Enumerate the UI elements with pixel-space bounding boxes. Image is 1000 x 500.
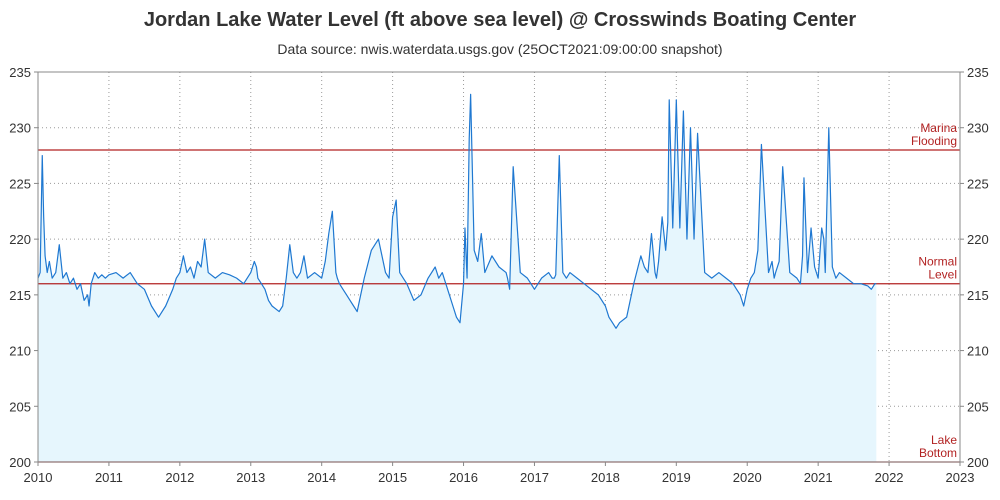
y-tick-label-right: 230: [967, 121, 989, 136]
y-tick-label-right: 235: [967, 65, 989, 80]
x-tick-label: 2014: [307, 470, 336, 485]
x-tick-label: 2019: [662, 470, 691, 485]
reference-label: Normal: [918, 255, 957, 269]
area-fill-layer: [38, 94, 877, 462]
x-tick-label: 2013: [236, 470, 265, 485]
y-tick-label-left: 210: [9, 344, 31, 359]
series-line: [37, 93, 877, 329]
x-tick-label: 2017: [520, 470, 549, 485]
reference-label: Level: [928, 268, 957, 282]
reference-label: Flooding: [911, 134, 957, 148]
y-tick-label-left: 230: [9, 121, 31, 136]
y-tick-label-left: 200: [9, 455, 31, 470]
x-tick-label: 2015: [378, 470, 407, 485]
y-tick-label-right: 215: [967, 288, 989, 303]
plot-frame: [34, 71, 964, 466]
x-tick-label: 2018: [591, 470, 620, 485]
x-tick-label: 2023: [946, 470, 975, 485]
x-tick-label: 2022: [875, 470, 904, 485]
chart-subtitle: Data source: nwis.waterdata.usgs.gov (25…: [277, 41, 723, 57]
y-tick-label-right: 220: [967, 232, 989, 247]
chart-title: Jordan Lake Water Level (ft above sea le…: [143, 9, 857, 31]
plot-border: [37, 71, 961, 463]
y-tick-label-right: 205: [967, 399, 989, 414]
y-tick-label-left: 215: [9, 288, 31, 303]
tick-labels: 2010 2011 2012 2013 2014 2015 2016 2017 2018 2019…: [9, 65, 988, 485]
y-tick-label-left: 235: [9, 65, 31, 80]
series-line-layer: [37, 93, 877, 329]
x-tick-label: 2021: [804, 470, 833, 485]
reference-label: Bottom: [919, 446, 957, 460]
x-tick-label: 2010: [24, 470, 53, 485]
x-tick-label: 2012: [165, 470, 194, 485]
reference-label: Lake: [931, 433, 957, 447]
y-tick-label-right: 210: [967, 344, 989, 359]
y-tick-label-right: 200: [967, 455, 989, 470]
x-tick-label: 2020: [733, 470, 762, 485]
y-tick-label-left: 220: [9, 232, 31, 247]
y-tick-label-left: 205: [9, 399, 31, 414]
y-tick-label-right: 225: [967, 176, 989, 191]
series-area-fill: [38, 94, 877, 462]
x-tick-label: 2011: [95, 470, 123, 485]
x-tick-label: 2016: [449, 470, 478, 485]
reference-label: Marina: [920, 121, 957, 135]
y-tick-label-left: 225: [9, 176, 31, 191]
